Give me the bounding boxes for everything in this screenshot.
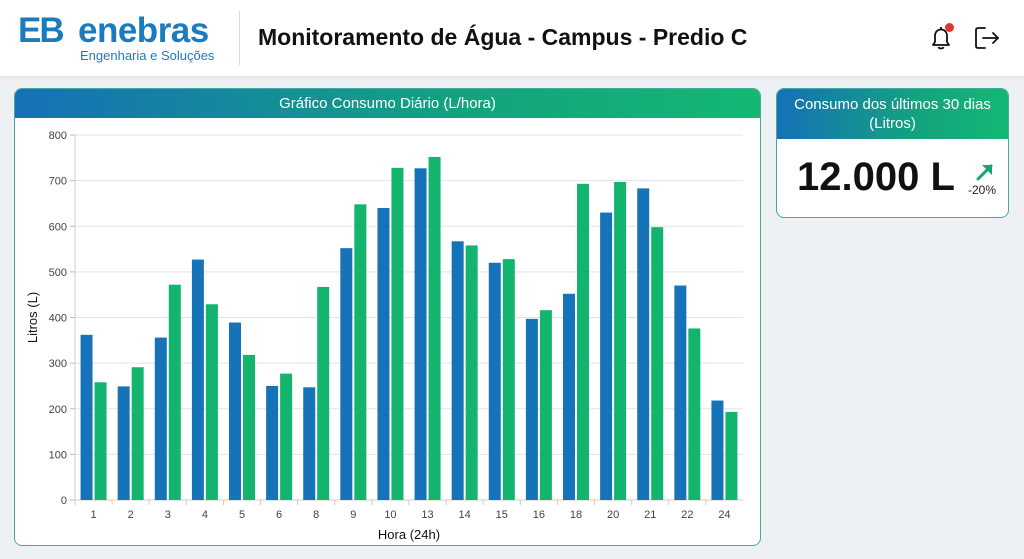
kpi-delta: -20%	[968, 183, 997, 197]
bar-blue[interactable]	[451, 241, 464, 500]
bar-blue[interactable]	[525, 318, 538, 500]
bar-green[interactable]	[317, 286, 330, 500]
y-tick-label: 600	[49, 221, 67, 233]
x-tick-label: 4	[202, 509, 208, 521]
x-tick-label: 14	[459, 509, 471, 521]
y-tick-label: 0	[61, 495, 67, 507]
page-title: Monitoramento de Água - Campus - Predio …	[258, 24, 748, 50]
bar-green[interactable]	[725, 411, 738, 500]
bar-blue[interactable]	[340, 248, 353, 500]
bar-green[interactable]	[280, 373, 293, 500]
y-tick-label: 500	[49, 267, 67, 279]
bar-blue[interactable]	[711, 400, 724, 500]
x-tick-label: 3	[165, 509, 171, 521]
kpi-value: 12.000 L	[797, 155, 955, 199]
bar-chart: 0 100 200 300 400 500 600 700 800 1 2 3 4 5 6 8 9 10 13 14 1…	[25, 130, 743, 542]
x-tick-label: 8	[313, 509, 319, 521]
x-tick-label: 22	[681, 509, 693, 521]
arrow-up-right-icon	[976, 164, 993, 181]
bar-green[interactable]	[243, 354, 255, 500]
bar-green[interactable]	[577, 183, 589, 500]
bar-green[interactable]	[688, 328, 701, 500]
bar-green[interactable]	[614, 181, 627, 500]
bar-green[interactable]	[539, 310, 552, 500]
bar-blue[interactable]	[303, 387, 316, 500]
bar-green[interactable]	[354, 204, 367, 500]
x-tick-label: 9	[350, 509, 356, 521]
bar-green[interactable]	[131, 367, 144, 500]
y-tick-label: 100	[49, 449, 67, 461]
logo-name: enebras	[78, 11, 209, 50]
bar-blue[interactable]	[377, 208, 390, 500]
bar-blue[interactable]	[229, 322, 241, 500]
x-tick-label: 18	[570, 509, 582, 521]
x-tick-label: 1	[90, 509, 96, 521]
x-tick-label: 6	[276, 509, 282, 521]
bar-blue[interactable]	[563, 293, 575, 500]
y-tick-label: 800	[49, 130, 67, 142]
x-tick-label: 2	[128, 509, 134, 521]
y-tick-label: 200	[49, 404, 67, 416]
x-tick-label: 16	[533, 509, 545, 521]
x-tick-label: 5	[239, 509, 245, 521]
x-tick-label: 10	[384, 509, 396, 521]
bar-green[interactable]	[651, 227, 664, 500]
logo-tagline: Engenharia e Soluções	[80, 48, 215, 63]
x-tick-label: 24	[718, 509, 730, 521]
x-tick-label: 13	[421, 509, 433, 521]
logout-button[interactable]	[971, 22, 1003, 54]
bar-blue[interactable]	[117, 386, 130, 500]
bar-blue[interactable]	[80, 334, 93, 500]
x-tick-label: 20	[607, 509, 619, 521]
bar-green[interactable]	[391, 167, 404, 500]
bar-blue[interactable]	[191, 259, 204, 500]
notification-badge	[945, 23, 954, 32]
chart-title: Gráfico Consumo Diário (L/hora)	[15, 89, 760, 118]
daily-consumption-chart-card: Gráfico Consumo Diário (L/hora) 0 100 200 3…	[14, 88, 761, 546]
bar-green[interactable]	[465, 245, 478, 500]
bar-green[interactable]	[428, 156, 441, 500]
bar-blue[interactable]	[637, 188, 650, 500]
bar-green[interactable]	[502, 259, 515, 500]
bar-blue[interactable]	[600, 212, 613, 500]
header-divider	[239, 11, 240, 65]
logo-mark: EB	[18, 11, 65, 50]
y-tick-label: 400	[49, 313, 67, 325]
y-tick-label: 700	[49, 176, 67, 188]
monthly-consumption-card: Consumo dos últimos 30 dias (Litros) 12.…	[776, 88, 1009, 218]
y-tick-label: 300	[49, 358, 67, 370]
y-axis-title: Litros (L)	[25, 292, 40, 343]
x-tick-label: 21	[644, 509, 656, 521]
bar-blue[interactable]	[414, 168, 427, 500]
bar-green[interactable]	[168, 284, 181, 500]
x-axis-title: Hora (24h)	[378, 527, 440, 542]
bar-green[interactable]	[94, 382, 107, 500]
bar-blue[interactable]	[266, 385, 279, 500]
bar-blue[interactable]	[674, 285, 687, 500]
bell-icon	[932, 27, 950, 50]
bar-blue[interactable]	[154, 337, 167, 500]
bar-blue[interactable]	[488, 262, 501, 500]
bar-green[interactable]	[205, 304, 218, 500]
notifications-button[interactable]	[925, 22, 957, 54]
enebras-logo: EB enebras Engenharia e Soluções	[18, 12, 228, 64]
logout-icon	[975, 27, 999, 49]
x-tick-label: 15	[496, 509, 508, 521]
top-bar: EB enebras Engenharia e Soluções Monitor…	[0, 0, 1024, 76]
kpi-title: Consumo dos últimos 30 dias (Litros)	[777, 89, 1008, 139]
